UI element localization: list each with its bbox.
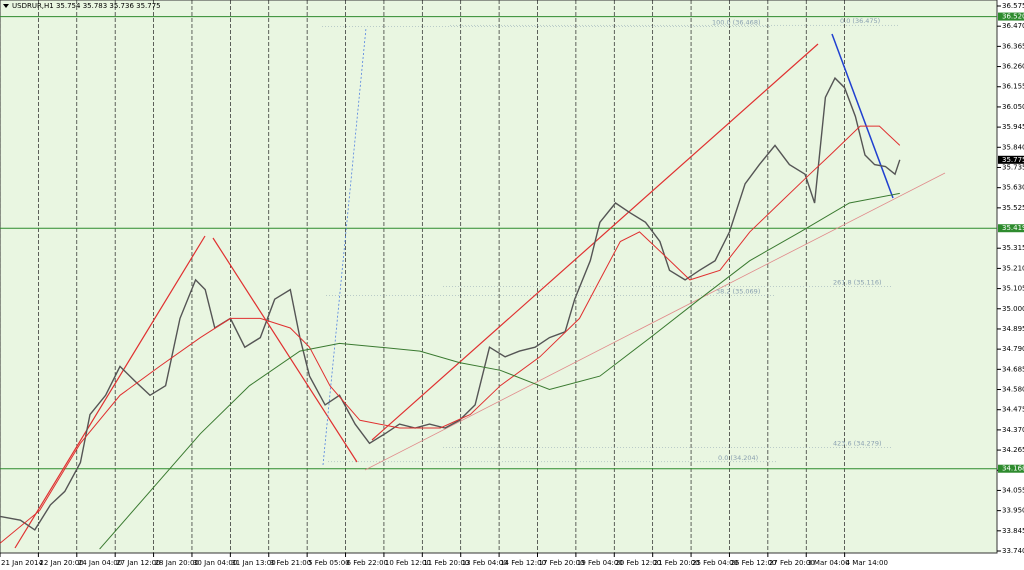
levels (0, 16, 997, 470)
level-tag (998, 464, 1024, 473)
x-tick-label: 25 Feb 04:00 (692, 559, 738, 567)
level-label: 36.520 (1002, 13, 1024, 21)
chart-title: USDRUR,H1 35.754 35.783 35.736 35.775 (12, 2, 161, 10)
x-tick-label: 31 Jan 13:00 (231, 559, 275, 567)
x-tick-label: 10 Feb 12:00 (385, 559, 431, 567)
y-tick-label: 33.845 (1002, 527, 1024, 535)
y-tick-label: 33.950 (1002, 507, 1024, 515)
trend-arrow (212, 237, 358, 463)
fib-label: 100.0 (36.468) (712, 19, 761, 27)
y-tick-label: 34.370 (1002, 426, 1024, 434)
fib-label: 261.8 (35.116) (833, 278, 882, 286)
fib-label: 0.0 (36.475) (840, 17, 880, 25)
x-tick-label: 14 Feb 12:00 (500, 559, 546, 567)
price-line (0, 125, 901, 544)
y-tick-label: 35.945 (1002, 123, 1024, 131)
fib-label: 423.6 (34.279) (833, 439, 882, 447)
trend-line (364, 172, 946, 471)
x-tick-label: 3 Feb 21:00 (270, 559, 311, 567)
trend-arrow (831, 33, 894, 199)
x-tick-label: 17 Feb 20:00 (538, 559, 584, 567)
x-tick-label: 27 Feb 20:00 (769, 559, 815, 567)
y-tick-label: 34.475 (1002, 406, 1024, 414)
y-tick-label: 34.790 (1002, 345, 1024, 353)
y-tick-label: 34.895 (1002, 325, 1024, 333)
y-tick-label: 33.740 (1002, 547, 1024, 555)
y-tick-label: 35.630 (1002, 184, 1024, 192)
y-tick-label: 36.260 (1002, 63, 1024, 71)
x-tick-label: 3 Mar 04:00 (807, 559, 849, 567)
y-tick-label: 35.840 (1002, 143, 1024, 151)
y-tick-label: 36.050 (1002, 103, 1024, 111)
x-tick-label: 21 Feb 20:00 (654, 559, 700, 567)
x-tick-label: 21 Jan 2014 (1, 559, 44, 567)
y-tick-label: 35.735 (1002, 163, 1024, 171)
x-tick-label: 13 Feb 04:00 (462, 559, 508, 567)
x-tick-label: 24 Jan 04:00 (78, 559, 122, 567)
y-tick-label: 34.055 (1002, 486, 1024, 494)
x-tick-label: 19 Feb 04:00 (577, 559, 623, 567)
trend-arrow (14, 235, 206, 549)
price-tag (998, 155, 1024, 164)
fib-label: 0.0 (34.204) (718, 454, 758, 462)
x-tick-label: 20 Feb 12:00 (615, 559, 661, 567)
y-tick-label: 36.470 (1002, 22, 1024, 30)
grid (0, 0, 845, 553)
fib-line (322, 27, 367, 466)
x-tick-label: 11 Feb 20:00 (423, 559, 469, 567)
level-tag (998, 12, 1024, 21)
level-label: 35.419 (1002, 224, 1024, 232)
y-tick-label: 34.265 (1002, 446, 1024, 454)
y-tick-label: 34.580 (1002, 386, 1024, 394)
y-tick-label: 36.365 (1002, 42, 1024, 50)
y-tick-label: 35.105 (1002, 285, 1024, 293)
price-line (0, 76, 901, 531)
y-tick-label: 35.315 (1002, 244, 1024, 252)
y-tick-label: 35.210 (1002, 264, 1024, 272)
x-tick-label: 6 Feb 22:00 (347, 559, 388, 567)
series: 100.0 (36.468) 0.0 (36.475) 261.8 (35.116)… (0, 17, 901, 550)
symbol-icon (3, 4, 9, 8)
x-tick-label: 26 Feb 12:00 (730, 559, 776, 567)
y-tick-label: 36.575 (1002, 2, 1024, 10)
y-tick-label: 35.000 (1002, 305, 1024, 313)
x-tick-label: 4 Mar 14:00 (846, 559, 888, 567)
x-tick-label: 30 Jan 04:00 (193, 559, 237, 567)
level-tag (998, 224, 1024, 233)
x-tick-label: 27 Jan 12:00 (116, 559, 160, 567)
x-tick-label: 28 Jan 20:00 (155, 559, 199, 567)
y-tick-label: 35.525 (1002, 204, 1024, 212)
y-tick-label: 34.685 (1002, 365, 1024, 373)
price-line (99, 192, 900, 550)
fib-label: 38.2 (35.069) (716, 288, 760, 296)
x-tick-label: 22 Jan 20:00 (39, 559, 83, 567)
price-label: 35.775 (1002, 156, 1024, 164)
x-tick-label: 5 Feb 05:00 (308, 559, 349, 567)
level-label: 34.168 (1002, 465, 1024, 473)
plot-area (0, 0, 998, 554)
y-tick-label: 36.155 (1002, 83, 1024, 91)
